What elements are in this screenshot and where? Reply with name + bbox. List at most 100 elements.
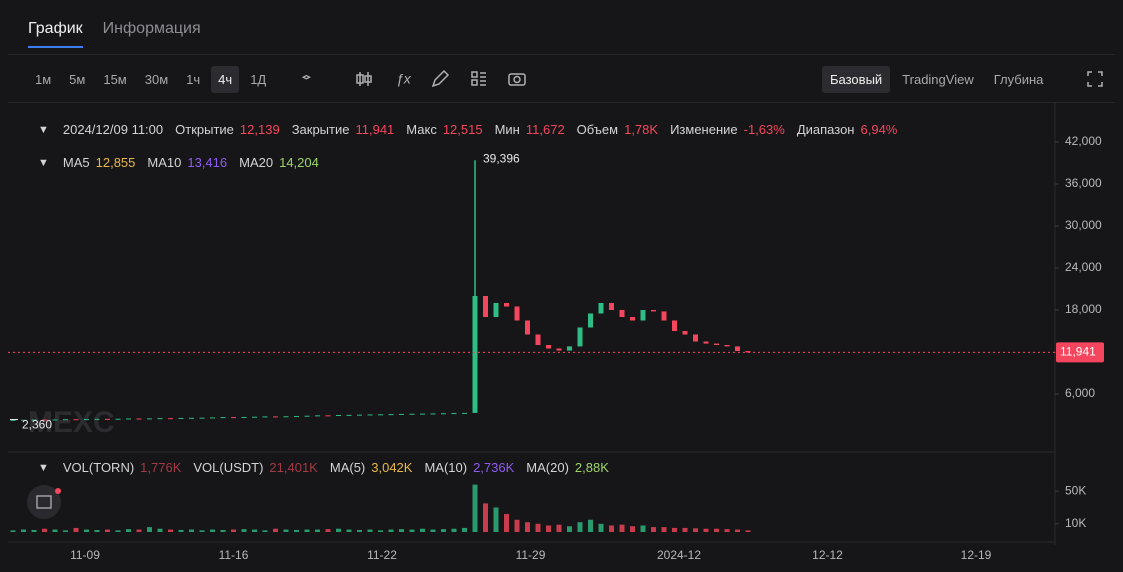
volume-bar bbox=[420, 528, 425, 532]
volume-bar bbox=[399, 529, 404, 532]
info-label: Макс bbox=[406, 122, 437, 137]
info-label: MA20 bbox=[239, 155, 274, 170]
volume-bar bbox=[346, 529, 352, 532]
volume-bar bbox=[105, 529, 110, 532]
ohlc-info: ▼ 2024/12/09 11:00 Открытие 12,139 Закрытие 1… bbox=[38, 122, 903, 137]
candle bbox=[514, 306, 520, 321]
fx-icon[interactable]: ƒx bbox=[396, 71, 412, 87]
candle bbox=[189, 417, 194, 419]
volume-bar bbox=[220, 529, 226, 532]
candle bbox=[241, 416, 247, 418]
interval-button[interactable]: 5м bbox=[69, 72, 86, 87]
interval-button[interactable]: 15м bbox=[103, 72, 127, 87]
info-value: 12,515 bbox=[442, 122, 483, 137]
y-tick-label: 50K bbox=[1065, 483, 1086, 497]
volume-bar bbox=[94, 529, 100, 532]
candle bbox=[577, 327, 583, 347]
view-button[interactable]: Базовый bbox=[822, 66, 891, 93]
price-label-box bbox=[1056, 342, 1104, 363]
info-label: Изменение bbox=[670, 122, 738, 137]
divider bbox=[8, 54, 1115, 55]
candle bbox=[714, 343, 719, 345]
volume-bar bbox=[504, 514, 509, 532]
candle bbox=[210, 417, 215, 419]
calendar-button[interactable] bbox=[27, 485, 61, 519]
volume-bar bbox=[609, 525, 614, 532]
tab[interactable]: График bbox=[28, 20, 83, 48]
info-label: MA10 bbox=[147, 155, 182, 170]
volume-bar bbox=[126, 529, 131, 532]
volume-bar bbox=[357, 529, 362, 532]
candle bbox=[588, 313, 593, 328]
volume-bar bbox=[325, 529, 331, 532]
candle bbox=[73, 419, 79, 421]
candle bbox=[525, 320, 530, 335]
candle-icon[interactable] bbox=[356, 72, 372, 86]
candle bbox=[504, 303, 509, 307]
candle bbox=[735, 346, 740, 352]
high-label: 39,396 bbox=[483, 151, 520, 165]
interval-button[interactable]: 1ч bbox=[186, 72, 201, 87]
candle bbox=[147, 418, 152, 420]
dropdown-icon[interactable] bbox=[301, 74, 311, 80]
volume-bar bbox=[157, 528, 163, 532]
volume-bar bbox=[651, 527, 656, 532]
pen-icon[interactable] bbox=[431, 69, 450, 88]
fullscreen-icon[interactable] bbox=[1086, 70, 1104, 88]
info-value: 11,941 bbox=[355, 122, 395, 137]
y-tick-label: 30,000 bbox=[1065, 218, 1102, 232]
volume-bar bbox=[10, 530, 16, 532]
candle bbox=[273, 416, 278, 418]
volume-bar bbox=[577, 522, 583, 532]
candle bbox=[84, 419, 89, 421]
info-value: 2,736K bbox=[473, 460, 515, 475]
layout-icon[interactable] bbox=[471, 71, 486, 86]
view-button[interactable]: Глубина bbox=[993, 72, 1044, 87]
candle bbox=[441, 413, 446, 415]
candle bbox=[304, 415, 310, 417]
collapse-icon[interactable]: ▼ bbox=[38, 156, 49, 169]
volume-bar bbox=[556, 524, 562, 532]
interval-button[interactable]: 1м bbox=[35, 72, 52, 87]
interval-button[interactable]: 30м bbox=[144, 72, 169, 87]
volume-bar bbox=[640, 525, 646, 532]
candle bbox=[640, 310, 646, 321]
info-value: 12,855 bbox=[95, 155, 136, 170]
x-tick-label: 11-22 bbox=[367, 548, 397, 562]
watermark: MEXC bbox=[28, 406, 115, 439]
volume-bar bbox=[262, 530, 268, 532]
info-label: Мин bbox=[494, 122, 520, 137]
info-label: MA5 bbox=[62, 155, 90, 170]
candle bbox=[115, 418, 121, 420]
volume-bar bbox=[189, 529, 194, 532]
volume-bar bbox=[430, 529, 436, 532]
candle bbox=[462, 412, 467, 414]
volume-bar bbox=[441, 529, 446, 532]
candle bbox=[357, 414, 362, 416]
view-button[interactable]: TradingView bbox=[902, 72, 974, 87]
candle bbox=[31, 419, 37, 421]
camera-icon[interactable] bbox=[508, 73, 526, 86]
interval-button[interactable]: 4ч bbox=[211, 66, 240, 93]
volume-bar bbox=[168, 529, 173, 532]
candle bbox=[619, 310, 625, 317]
candle bbox=[630, 317, 635, 321]
volume-bar bbox=[178, 529, 184, 532]
volume-bar bbox=[42, 528, 47, 532]
candle bbox=[21, 419, 26, 421]
collapse-icon[interactable]: ▼ bbox=[38, 461, 49, 474]
info-label: Объем bbox=[576, 122, 619, 137]
candle bbox=[609, 303, 614, 310]
candle bbox=[388, 414, 394, 416]
volume-bar bbox=[525, 522, 530, 532]
info-value: 1,78K bbox=[624, 122, 659, 137]
candle bbox=[693, 334, 698, 342]
y-tick-label: 42,000 bbox=[1065, 134, 1102, 148]
interval-button[interactable]: 1Д bbox=[250, 72, 267, 87]
candle bbox=[136, 418, 142, 420]
collapse-icon[interactable]: ▼ bbox=[38, 123, 49, 136]
candle bbox=[367, 414, 373, 416]
tab[interactable]: Информация bbox=[102, 20, 201, 37]
candle bbox=[315, 415, 320, 417]
